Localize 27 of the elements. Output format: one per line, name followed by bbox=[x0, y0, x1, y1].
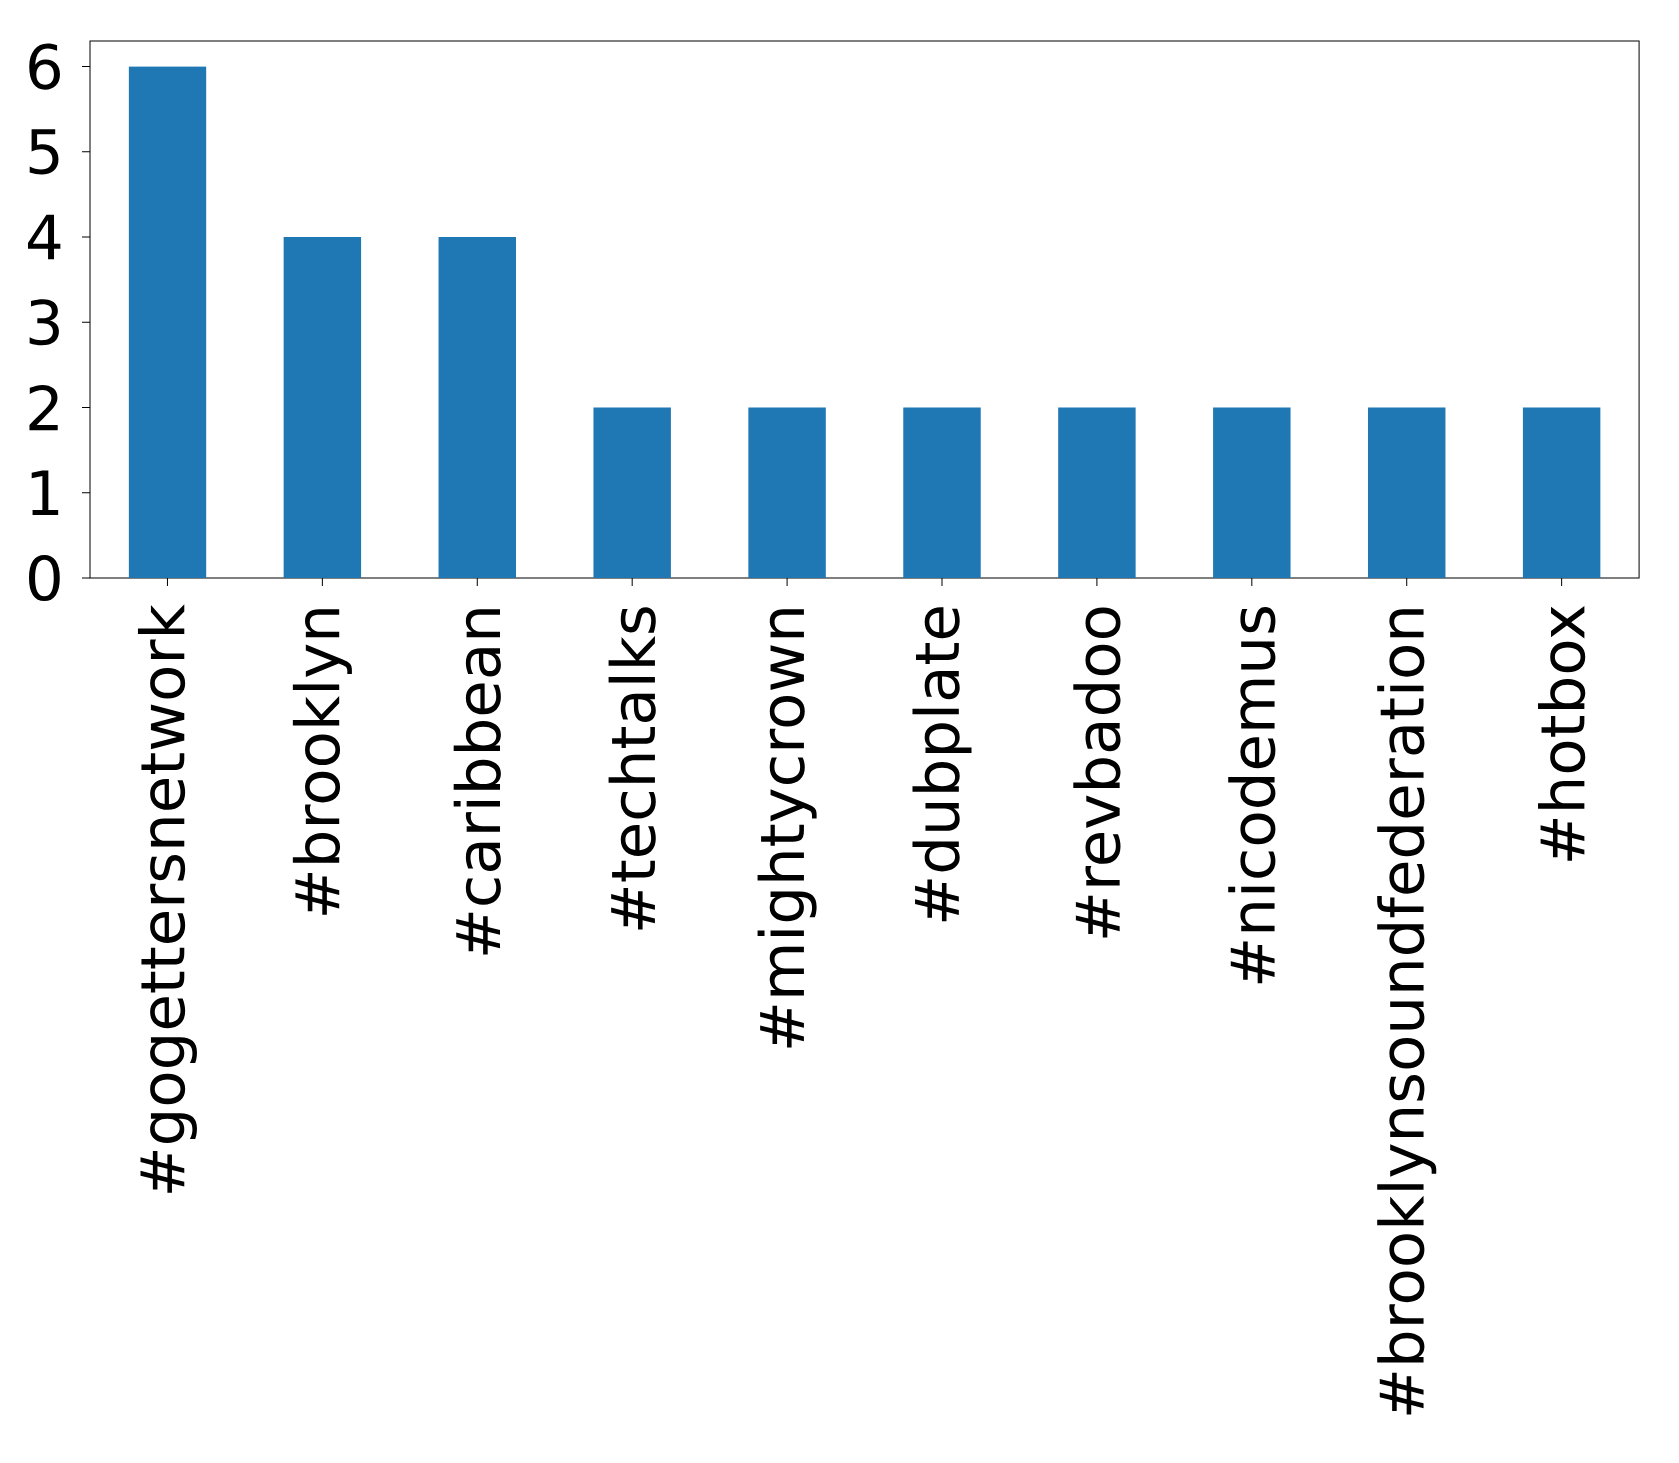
bar bbox=[593, 407, 671, 578]
x-tick-label: #caribbean bbox=[453, 609, 501, 955]
y-tick-label: 5 bbox=[29, 129, 59, 175]
y-tick-label: 3 bbox=[29, 299, 59, 346]
x-tick-label: #techtalks bbox=[608, 607, 656, 930]
bar bbox=[1522, 407, 1601, 578]
x-tick-label: #hotbox bbox=[1538, 606, 1586, 861]
y-tick-label: 1 bbox=[31, 470, 59, 515]
bar bbox=[283, 237, 362, 578]
x-tick-label: #revbadoo bbox=[1073, 607, 1121, 938]
x-tick-label: #mightycrown bbox=[757, 609, 817, 1048]
y-tick-label: 6 bbox=[29, 43, 60, 90]
y-tick-label: 2 bbox=[29, 384, 58, 431]
x-tick-label: #nicodemus bbox=[1228, 607, 1276, 984]
x-tick-label: #gogettersnetwork bbox=[137, 604, 197, 1193]
bar bbox=[1368, 407, 1446, 578]
bar bbox=[1058, 407, 1136, 578]
y-tick-label: 4 bbox=[27, 214, 61, 260]
x-tick-label: #brooklyn bbox=[292, 609, 352, 915]
x-tick-label: #dubplate bbox=[912, 607, 972, 922]
bar bbox=[438, 237, 516, 578]
bar bbox=[748, 407, 826, 578]
bar bbox=[903, 407, 981, 578]
x-tick-label: #brooklynsoundfederation bbox=[1377, 609, 1437, 1415]
bar bbox=[1213, 407, 1291, 578]
bar bbox=[128, 66, 207, 578]
y-tick-label: 0 bbox=[29, 554, 60, 602]
